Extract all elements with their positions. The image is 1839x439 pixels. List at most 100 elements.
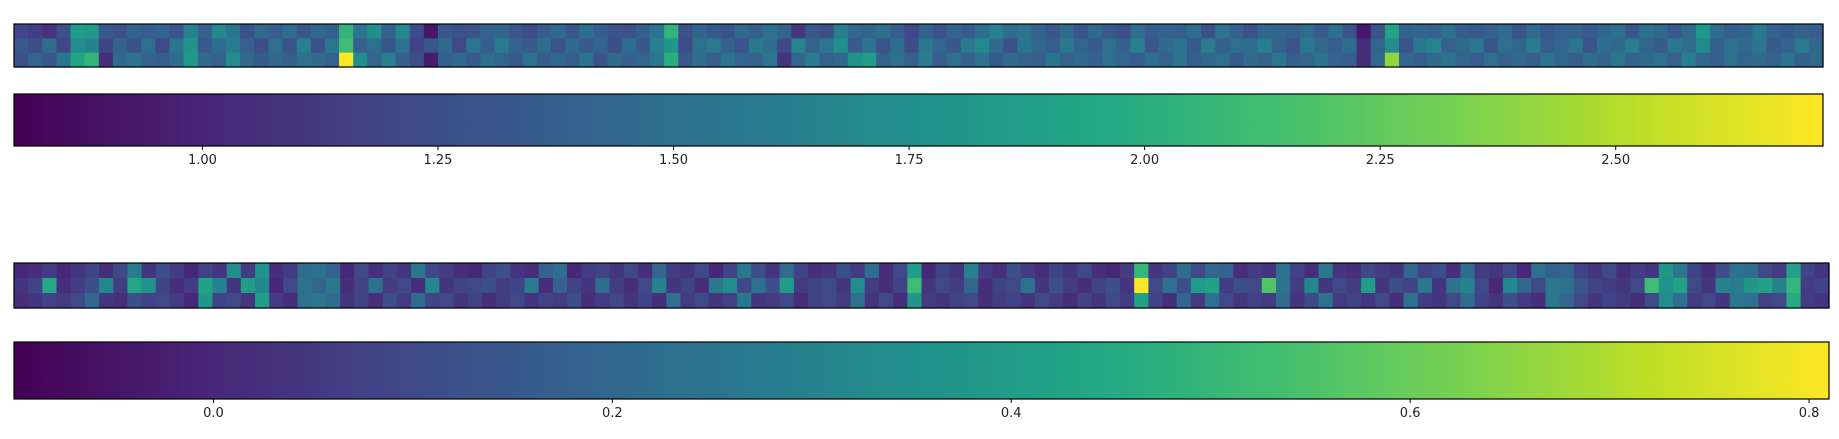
colorbar-2: [13, 341, 1830, 400]
heatmap-cell: [579, 24, 595, 39]
heatmap-cell: [1063, 293, 1079, 309]
heatmap-cell: [946, 24, 962, 39]
heatmap-cell: [1091, 263, 1107, 279]
heatmap-cell: [607, 24, 623, 39]
heatmap-cell: [748, 38, 764, 54]
heatmap-cell: [1413, 38, 1428, 54]
heatmap-cell: [1441, 52, 1457, 68]
heatmap-cell: [297, 278, 313, 294]
heatmap-cell: [737, 293, 752, 309]
heatmap-cell: [1243, 52, 1259, 68]
heatmap-cell: [1455, 24, 1471, 39]
heatmap-cell: [14, 52, 29, 68]
heatmap-cell: [1356, 52, 1372, 68]
heatmap-cell: [1162, 293, 1178, 309]
heatmap-cell: [1247, 293, 1263, 309]
heatmap-cell: [1441, 24, 1457, 39]
heatmap-cell: [1229, 24, 1245, 39]
heatmap-cell: [1427, 38, 1443, 54]
heatmap-cell: [1526, 52, 1541, 68]
heatmap-cell: [692, 52, 708, 68]
heatmap-cell: [14, 293, 29, 309]
heatmap-cell: [635, 52, 651, 68]
colorbar-tick-label: 0.8: [1799, 406, 1820, 421]
heatmap-cell: [552, 278, 568, 294]
heatmap-cell: [56, 52, 72, 68]
heatmap-cell: [84, 24, 100, 39]
heatmap-cell: [1384, 52, 1400, 68]
heatmap-cell: [1602, 278, 1617, 294]
heatmap-cell: [409, 38, 425, 54]
heatmap-cell: [1034, 263, 1050, 279]
heatmap-cell: [367, 52, 383, 68]
heatmap-cell: [212, 278, 228, 294]
heatmap-cell: [325, 293, 341, 309]
heatmap-cell: [1644, 263, 1660, 279]
heatmap-cell: [1417, 263, 1433, 279]
heatmap-cell: [1304, 293, 1320, 309]
heatmap-cell: [538, 293, 554, 309]
heatmap-cell: [720, 38, 736, 54]
heatmap-cell: [1045, 24, 1061, 39]
heatmap-cell: [878, 278, 894, 294]
heatmap-cell: [1176, 278, 1192, 294]
heatmap-cell: [722, 263, 738, 279]
heatmap-cell: [354, 278, 370, 294]
heatmap-cell: [197, 38, 213, 54]
colorbar-1-ticks: 1.00 1.25 1.50 1.75 2.00 2.25 2.50: [188, 146, 1630, 168]
heatmap-cell: [225, 38, 241, 54]
heatmap-cell: [623, 278, 639, 294]
heatmap-cell: [1361, 263, 1376, 279]
heatmap-cell: [765, 293, 781, 309]
heatmap-cell: [1257, 24, 1273, 39]
heatmap-cell: [1077, 293, 1093, 309]
heatmap-cell: [437, 38, 453, 54]
heatmap-cell: [197, 24, 213, 39]
heatmap-cell: [56, 293, 72, 309]
heatmap-cell: [975, 24, 990, 39]
heatmap-cell: [396, 293, 412, 309]
heatmap-cell: [524, 293, 540, 309]
heatmap-cell: [1247, 278, 1263, 294]
heatmap-cell: [1271, 38, 1287, 54]
heatmap-cell: [113, 293, 129, 309]
heatmap-cell: [1488, 293, 1504, 309]
heatmap-cell: [1091, 278, 1107, 294]
heatmap-cell: [921, 293, 937, 309]
heatmap-cell: [296, 24, 312, 39]
heatmap-cell: [864, 293, 880, 309]
heatmap-cell: [1059, 24, 1075, 39]
heatmap-cell: [240, 24, 255, 39]
heatmap-cell: [1531, 263, 1547, 279]
heatmap-cell: [1573, 278, 1589, 294]
heatmap-cell: [1512, 52, 1527, 68]
heatmap-cell: [1201, 24, 1216, 39]
heatmap-cell: [155, 278, 171, 294]
heatmap-cell: [1587, 263, 1603, 279]
heatmap-cell: [1460, 263, 1476, 279]
heatmap-cell: [127, 24, 142, 39]
heatmap-cell: [635, 24, 651, 39]
colorbar-tick-label: 2.25: [1366, 153, 1395, 168]
heatmap-cell: [567, 293, 582, 309]
heatmap-cell: [423, 38, 439, 54]
heatmap-cell: [921, 278, 937, 294]
heatmap-cell: [1346, 263, 1362, 279]
heatmap-cell: [297, 293, 313, 309]
heatmap-cell: [565, 38, 580, 54]
heatmap-cell: [678, 38, 693, 54]
heatmap-cell: [779, 263, 795, 279]
heatmap-cell: [949, 278, 965, 294]
heatmap-cell: [694, 293, 710, 309]
heatmap-cell: [1205, 263, 1220, 279]
heatmap-cell: [847, 24, 863, 39]
heatmap-cell: [255, 278, 270, 294]
heatmap-cell: [1020, 293, 1036, 309]
heatmap-cell: [1431, 293, 1447, 309]
heatmap-cell: [1658, 293, 1674, 309]
heatmap-cell: [876, 24, 891, 39]
heatmap-cell: [1497, 38, 1513, 54]
heatmap-cell: [1431, 278, 1447, 294]
heatmap-cell: [127, 263, 143, 279]
heatmap-cell: [904, 38, 920, 54]
